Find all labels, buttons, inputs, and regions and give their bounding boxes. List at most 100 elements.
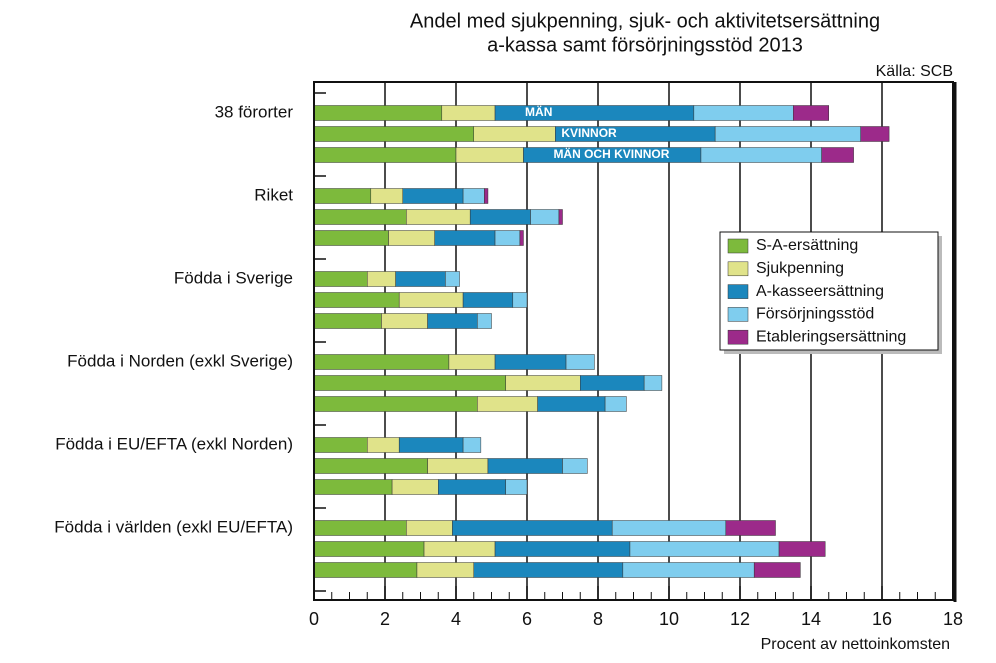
bar-segment — [313, 396, 478, 412]
bar-segment — [427, 458, 489, 474]
bar-segment — [313, 437, 368, 453]
bar-segment — [406, 209, 471, 225]
legend-swatch — [727, 261, 749, 277]
legend: S-A-ersättning Sjukpenning A-kasseersättni… — [719, 231, 942, 354]
bar-segment — [512, 292, 528, 308]
x-tick-label: 14 — [801, 609, 821, 629]
chart-title: Andel med sjukpenning, sjuk- och aktivit… — [410, 10, 880, 32]
category-label: Riket — [254, 185, 293, 204]
bar-segment — [313, 458, 428, 474]
bar-label: MÄN OCH KVINNOR — [553, 146, 669, 161]
bar-segment — [565, 354, 595, 370]
bar-segment — [484, 188, 489, 204]
bar-segment — [313, 292, 400, 308]
bar-segment — [580, 375, 645, 391]
bar-segment — [402, 188, 464, 204]
bar-segment — [793, 105, 829, 121]
bar-segment — [487, 458, 563, 474]
bar-segment — [462, 437, 482, 453]
bar-segment — [860, 126, 890, 142]
x-tick-label: 8 — [593, 609, 603, 629]
x-tick-label: 0 — [309, 609, 319, 629]
bar-segment — [313, 354, 450, 370]
bar-segment — [821, 147, 854, 163]
x-tick-label: 12 — [730, 609, 750, 629]
bar-segment — [622, 562, 755, 578]
bar-segment — [725, 520, 776, 536]
legend-swatch — [727, 284, 749, 299]
category-label: 38 förorter — [215, 102, 294, 121]
legend-label: S-A-ersättning — [756, 237, 858, 254]
bar-segment — [313, 375, 506, 391]
plot-frame — [313, 81, 954, 601]
bar-segment — [445, 271, 460, 287]
category-label: Födda i Sverige — [174, 268, 293, 287]
bar-segment — [455, 147, 524, 163]
bar-label: MÄN — [525, 104, 552, 119]
bar-segment — [505, 375, 581, 391]
bar-segment — [537, 396, 606, 412]
bar-segment — [313, 147, 457, 163]
x-tick-label: 4 — [451, 609, 461, 629]
bar-segment — [452, 520, 613, 536]
bar-segment — [473, 562, 624, 578]
bar-segment — [438, 479, 506, 495]
bar-segment — [313, 105, 443, 121]
legend-box — [719, 231, 939, 351]
bar-segment — [423, 541, 496, 557]
bar-segment — [462, 188, 485, 204]
bar-segment — [427, 313, 478, 329]
bar-segment — [558, 209, 563, 225]
legend-swatch — [727, 307, 749, 322]
legend-swatch — [727, 329, 749, 345]
bar-segment — [494, 230, 521, 246]
x-tick-label: 18 — [943, 609, 963, 629]
bar-segment — [494, 541, 631, 557]
bar-segment — [462, 292, 514, 308]
bar-label: KVINNOR — [561, 126, 617, 140]
bar-segment — [416, 562, 475, 578]
bar-segment — [778, 541, 826, 557]
bar-segment — [313, 479, 393, 495]
bar-segment — [398, 437, 464, 453]
bar-segment — [370, 188, 403, 204]
bar-segment — [388, 230, 435, 246]
legend-label: A-kasseersättning — [756, 283, 884, 300]
x-tick-label: 6 — [522, 609, 532, 629]
x-axis-label: Procent av nettoinkomsten — [761, 636, 950, 653]
bar-segment — [313, 520, 407, 536]
bars: MÄN KVINNOR MÄN OCH KVINNOR — [313, 104, 890, 578]
bar-segment — [313, 562, 418, 578]
legend-swatch — [727, 238, 749, 254]
bar-segment — [604, 396, 627, 412]
category-label: Födda i EU/EFTA (exkl Norden) — [55, 434, 293, 453]
legend-label: Försörjningsstöd — [756, 306, 874, 323]
bar-segment — [367, 271, 396, 287]
bar-segment — [473, 126, 556, 142]
bar-segment — [643, 375, 663, 391]
bar-segment — [519, 230, 524, 246]
x-tick-label: 16 — [872, 609, 892, 629]
category-label: Födda i världen (exkl EU/EFTA) — [54, 517, 293, 536]
bar-segment — [313, 230, 389, 246]
bar-segment — [381, 313, 428, 329]
bar-segment — [477, 396, 538, 412]
bar-segment — [313, 188, 372, 204]
legend-label: Etableringsersättning — [756, 328, 906, 345]
bar-segment — [313, 541, 425, 557]
source: Källa: SCB — [876, 63, 953, 80]
bar-segment — [398, 292, 464, 308]
bar-segment — [367, 437, 400, 453]
chart-subtitle: a-kassa samt försörjningsstöd 2013 — [487, 34, 803, 56]
legend-label: Sjukpenning — [756, 260, 844, 277]
bar-segment — [441, 105, 496, 121]
bar-segment — [313, 271, 368, 287]
bar-segment — [395, 271, 446, 287]
bar-segment — [530, 209, 560, 225]
bar-segment — [611, 520, 727, 536]
bar-segment — [714, 126, 861, 142]
bar-segment — [693, 105, 794, 121]
bar-segment — [313, 209, 407, 225]
